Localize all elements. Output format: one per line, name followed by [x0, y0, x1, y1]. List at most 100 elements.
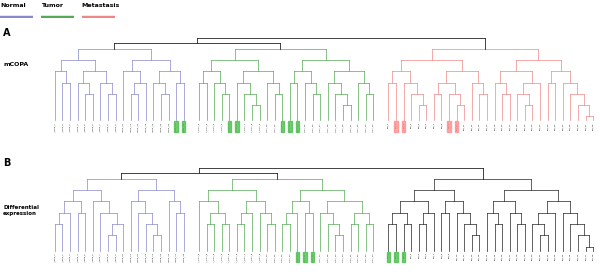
- Text: EPI_PCA_14: EPI_PCA_14: [296, 252, 298, 265]
- Bar: [175, 121, 178, 132]
- Text: PIN_4: PIN_4: [410, 122, 412, 128]
- Text: Normal: Normal: [0, 3, 26, 8]
- Text: EPI_NOR_9: EPI_NOR_9: [115, 122, 116, 134]
- Text: PIN_13: PIN_13: [479, 252, 480, 260]
- Text: PIN_27: PIN_27: [585, 122, 586, 130]
- Text: EPI_NOR_7: EPI_NOR_7: [100, 122, 101, 134]
- Text: EPI_PCA_13: EPI_PCA_13: [289, 252, 291, 265]
- Text: EPI_PCA_8: EPI_PCA_8: [251, 252, 253, 263]
- Text: EPI_NOR_16: EPI_NOR_16: [168, 122, 169, 135]
- Text: EPI_PCA_13: EPI_PCA_13: [289, 122, 291, 135]
- Text: PIN_2: PIN_2: [395, 252, 397, 258]
- Text: EPI_NOR_11: EPI_NOR_11: [130, 122, 131, 135]
- Text: EPI_PCA_11: EPI_PCA_11: [274, 122, 275, 135]
- Text: EPI_PCA_8: EPI_PCA_8: [251, 122, 253, 133]
- Text: EPI_NOR_7: EPI_NOR_7: [100, 252, 101, 264]
- Text: EPI_NOR_2: EPI_NOR_2: [62, 252, 63, 264]
- Bar: [182, 121, 185, 132]
- Text: PIN_10: PIN_10: [456, 252, 457, 260]
- Bar: [402, 252, 405, 262]
- Text: PIN_18: PIN_18: [517, 252, 518, 260]
- Text: EPI_NOR_17: EPI_NOR_17: [175, 252, 177, 265]
- Text: PIN_20: PIN_20: [532, 252, 533, 260]
- Text: EPI_PCA_3: EPI_PCA_3: [213, 122, 215, 133]
- Text: EPI_NOR_14: EPI_NOR_14: [152, 122, 154, 135]
- Text: EPI_PCA_12: EPI_PCA_12: [281, 122, 283, 135]
- Text: EPI_NOR_12: EPI_NOR_12: [137, 122, 139, 135]
- Text: PIN_13: PIN_13: [479, 122, 480, 130]
- Text: EPI_NOR_10: EPI_NOR_10: [122, 122, 124, 135]
- Text: PIN_14: PIN_14: [486, 122, 488, 130]
- Text: EPI_PCA_9: EPI_PCA_9: [259, 122, 260, 133]
- Text: EPI_NOR_12: EPI_NOR_12: [137, 252, 139, 265]
- Text: PIN_28: PIN_28: [592, 252, 594, 260]
- Text: PIN_9: PIN_9: [448, 252, 450, 258]
- Text: EPI_PCA_14: EPI_PCA_14: [296, 122, 298, 135]
- Text: EPI_PCA_23: EPI_PCA_23: [365, 252, 367, 265]
- Text: EPI_PCA_4: EPI_PCA_4: [221, 122, 223, 133]
- Text: EPI_PCA_9: EPI_PCA_9: [259, 252, 260, 263]
- Text: EPI_NOR_4: EPI_NOR_4: [77, 122, 79, 134]
- Text: EPI_PCA_15: EPI_PCA_15: [304, 252, 306, 265]
- Text: mCOPA: mCOPA: [3, 63, 28, 68]
- Text: EPI_PCA_2: EPI_PCA_2: [206, 122, 208, 133]
- Text: PIN_18: PIN_18: [517, 122, 518, 130]
- Text: EPI_NOR_6: EPI_NOR_6: [92, 122, 94, 134]
- Text: PIN_19: PIN_19: [524, 252, 526, 260]
- Text: PIN_8: PIN_8: [441, 122, 442, 128]
- Text: PIN_17: PIN_17: [509, 252, 511, 260]
- Text: PIN_17: PIN_17: [509, 122, 511, 130]
- Text: PIN_2: PIN_2: [395, 122, 397, 128]
- Text: EPI_NOR_11: EPI_NOR_11: [130, 252, 131, 265]
- Text: PIN_25: PIN_25: [569, 122, 571, 130]
- Text: EPI_PCA_4: EPI_PCA_4: [221, 252, 223, 263]
- Text: EPI_PCA_16: EPI_PCA_16: [312, 122, 314, 135]
- Text: EPI_NOR_13: EPI_NOR_13: [145, 122, 146, 135]
- Text: EPI_NOR_15: EPI_NOR_15: [160, 252, 162, 265]
- Text: PIN_7: PIN_7: [433, 252, 434, 258]
- Text: PIN_11: PIN_11: [463, 122, 465, 130]
- Text: PIN_21: PIN_21: [539, 122, 541, 130]
- Bar: [281, 121, 284, 132]
- Bar: [296, 121, 299, 132]
- Bar: [227, 121, 231, 132]
- Text: EPI_PCA_10: EPI_PCA_10: [266, 122, 268, 135]
- Bar: [402, 121, 405, 132]
- Text: EPI_PCA_17: EPI_PCA_17: [319, 252, 321, 265]
- Text: EPI_PCA_22: EPI_PCA_22: [357, 122, 359, 135]
- Text: EPI_NOR_5: EPI_NOR_5: [85, 122, 86, 134]
- Text: EPI_PCA_20: EPI_PCA_20: [342, 252, 344, 265]
- Text: EPI_NOR_1: EPI_NOR_1: [54, 252, 56, 264]
- Text: EPI_PCA_6: EPI_PCA_6: [236, 122, 238, 133]
- Text: PIN_22: PIN_22: [547, 122, 548, 130]
- Text: PIN_15: PIN_15: [494, 122, 496, 130]
- Text: PIN_7: PIN_7: [433, 122, 434, 128]
- Text: EPI_PCA_2: EPI_PCA_2: [206, 252, 208, 263]
- Text: EPI_PCA_23: EPI_PCA_23: [365, 122, 367, 135]
- Text: EPI_PCA_20: EPI_PCA_20: [342, 122, 344, 135]
- Text: EPI_PCA_16: EPI_PCA_16: [312, 252, 314, 265]
- Text: EPI_PCA_1: EPI_PCA_1: [198, 122, 200, 133]
- Text: EPI_PCA_3: EPI_PCA_3: [213, 252, 215, 263]
- Text: PIN_5: PIN_5: [418, 252, 419, 258]
- Text: EPI_PCA_18: EPI_PCA_18: [327, 252, 329, 265]
- Text: EPI_PCA_24: EPI_PCA_24: [373, 252, 374, 265]
- Text: PIN_15: PIN_15: [494, 252, 496, 260]
- Bar: [304, 252, 307, 262]
- Text: EPI_PCA_18: EPI_PCA_18: [327, 122, 329, 135]
- Text: EPI_PCA_21: EPI_PCA_21: [350, 122, 352, 135]
- Text: PIN_26: PIN_26: [577, 122, 579, 130]
- Text: EPI_NOR_18: EPI_NOR_18: [183, 252, 185, 265]
- Text: EPI_NOR_18: EPI_NOR_18: [183, 122, 185, 135]
- Text: PIN_19: PIN_19: [524, 122, 526, 130]
- Text: EPI_NOR_1: EPI_NOR_1: [54, 122, 56, 134]
- Bar: [235, 121, 239, 132]
- Text: PIN_16: PIN_16: [502, 252, 503, 260]
- Text: PIN_5: PIN_5: [418, 122, 419, 128]
- Text: PIN_27: PIN_27: [585, 252, 586, 260]
- Text: EPI_NOR_3: EPI_NOR_3: [69, 252, 71, 264]
- Text: EPI_PCA_10: EPI_PCA_10: [266, 252, 268, 265]
- Text: PIN_9: PIN_9: [448, 122, 450, 128]
- Text: EPI_NOR_4: EPI_NOR_4: [77, 252, 79, 264]
- Text: EPI_PCA_5: EPI_PCA_5: [229, 252, 230, 263]
